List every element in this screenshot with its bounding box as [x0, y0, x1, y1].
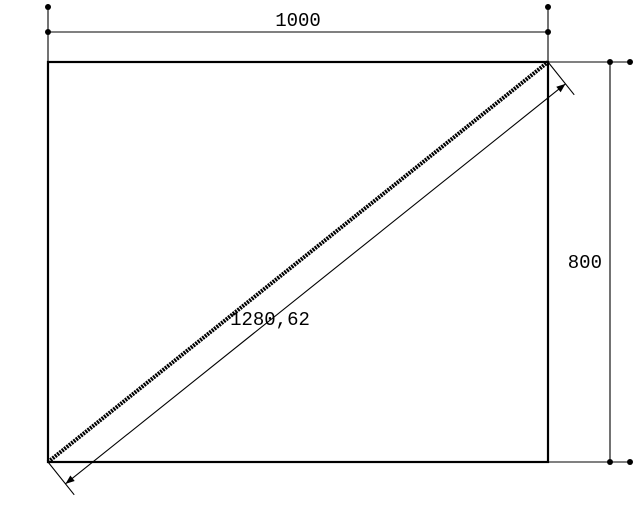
dim-top-value: 1000	[275, 10, 321, 32]
dim-right-dot-top	[607, 59, 613, 65]
dim-diag-arrow	[556, 84, 565, 92]
dim-top-dot-left	[45, 29, 51, 35]
dim-right-value: 800	[568, 252, 602, 274]
drawing-canvas: 1000 800 1280,62	[0, 0, 642, 530]
dim-diag-arrow	[65, 476, 74, 484]
diagonal-line	[48, 62, 548, 462]
dim-right-dot-bottom	[607, 459, 613, 465]
dim-diag-value: 1280,62	[230, 309, 310, 331]
dim-top-tickdot-left	[45, 4, 51, 10]
dim-top-tickdot-right	[545, 4, 551, 10]
dim-diag-line	[65, 84, 565, 484]
dim-right-tickdot-bottom	[627, 459, 633, 465]
dim-top-dot-right	[545, 29, 551, 35]
dim-right-tickdot-top	[627, 59, 633, 65]
